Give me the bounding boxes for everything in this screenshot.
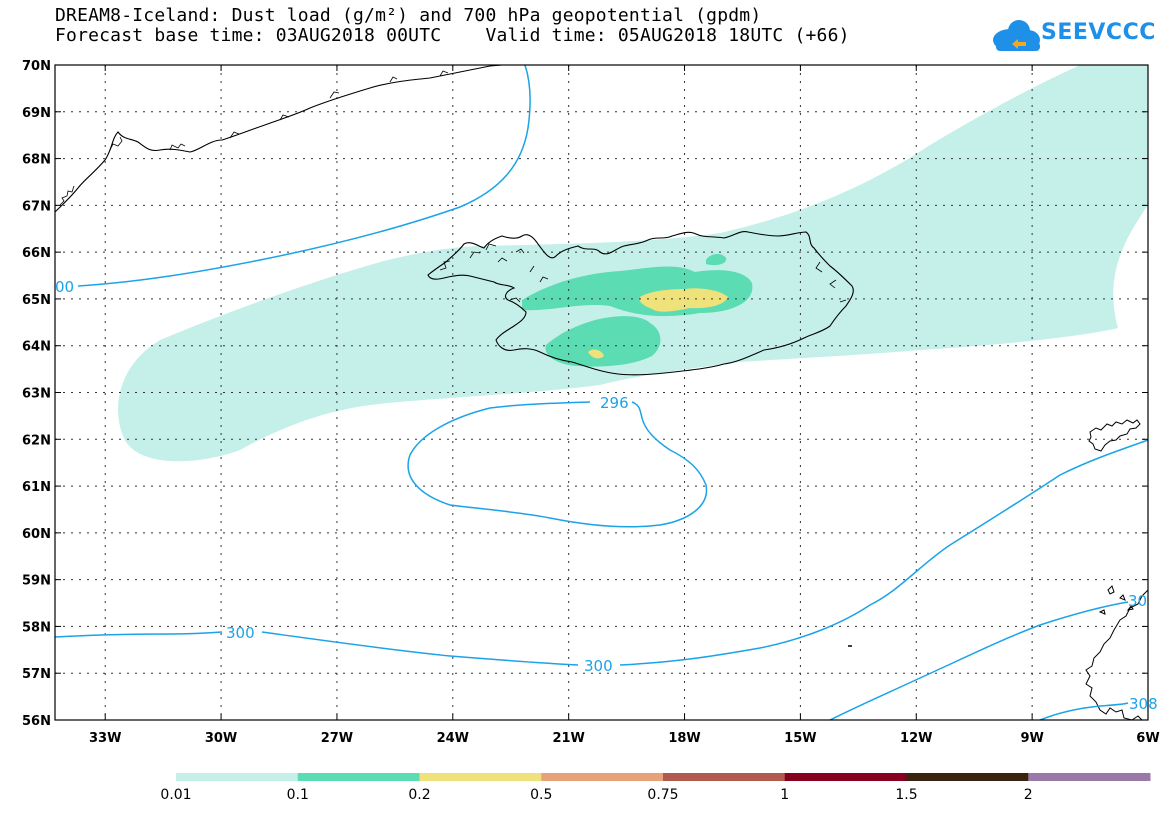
lat-label: 64N bbox=[22, 340, 51, 355]
lat-label: 66N bbox=[22, 246, 51, 261]
contour-label: 300 bbox=[226, 624, 255, 642]
lat-label: 59N bbox=[22, 574, 51, 589]
lon-label: 9W bbox=[1020, 731, 1043, 746]
contour-300-south-mid bbox=[261, 631, 579, 666]
colorbar-label: 1 bbox=[780, 787, 789, 803]
shetland-islands bbox=[1098, 585, 1134, 615]
colorbar-swatch bbox=[784, 773, 907, 781]
colorbar-label: 0.75 bbox=[647, 787, 678, 803]
lon-label: 30W bbox=[205, 731, 237, 746]
colorbar: 0.01 0.1 0.2 0.5 0.75 1 1.5 2 bbox=[160, 773, 1151, 803]
greenland-coast bbox=[54, 64, 503, 213]
colorbar-swatch bbox=[297, 773, 420, 781]
geopotential-contours bbox=[54, 64, 1149, 721]
dust-region-0.1-south bbox=[545, 316, 661, 367]
contour-304 bbox=[829, 601, 1129, 721]
dust-region-0.01 bbox=[118, 65, 1149, 462]
lat-label: 65N bbox=[22, 293, 51, 308]
lon-label: 15W bbox=[784, 731, 816, 746]
faroe-islands bbox=[1088, 419, 1141, 452]
colorbar-swatch bbox=[663, 773, 786, 781]
scotland-coast bbox=[1085, 589, 1149, 721]
colorbar-label: 1.5 bbox=[895, 787, 917, 803]
contour-296 bbox=[407, 401, 708, 528]
lon-label: 21W bbox=[552, 731, 584, 746]
colorbar-swatch bbox=[1028, 773, 1151, 781]
colorbar-label: 2 bbox=[1024, 787, 1033, 803]
lat-label: 56N bbox=[22, 714, 51, 729]
colorbar-swatch bbox=[541, 773, 664, 781]
colorbar-label: 0.5 bbox=[530, 787, 552, 803]
lon-label: 6W bbox=[1136, 731, 1159, 746]
lat-label: 60N bbox=[22, 527, 51, 542]
contour-300-west bbox=[77, 64, 531, 287]
contour-300-south-west bbox=[54, 631, 223, 638]
lat-label: 57N bbox=[22, 667, 51, 682]
lon-label: 27W bbox=[321, 731, 353, 746]
latitude-axis: 70N 69N 68N 67N 66N 65N 64N 63N 62N 61N 60N 59N 58N 5… bbox=[22, 59, 1148, 729]
colorbar-swatch bbox=[176, 773, 299, 781]
contour-300-south-east bbox=[619, 439, 1149, 666]
contour-label: 30 bbox=[1128, 592, 1147, 610]
lat-label: 62N bbox=[22, 433, 51, 448]
iceland-coast bbox=[427, 231, 854, 376]
colorbar-label: 0.1 bbox=[287, 787, 309, 803]
dust-region-0.1-east bbox=[706, 254, 727, 266]
lat-label: 58N bbox=[22, 620, 51, 635]
lat-label: 63N bbox=[22, 387, 51, 402]
lat-label: 69N bbox=[22, 106, 51, 121]
lon-label: 18W bbox=[668, 731, 700, 746]
colorbar-swatch bbox=[906, 773, 1029, 781]
map-title: DREAM8-Iceland: Dust load (g/m²) and 700… bbox=[55, 5, 762, 26]
seevccc-logo bbox=[993, 20, 1040, 51]
greenland-coast-detail bbox=[59, 70, 449, 206]
map-subtitle: Forecast base time: 03AUG2018 00UTC Vali… bbox=[55, 25, 850, 46]
lon-label: 24W bbox=[437, 731, 469, 746]
lon-label: 33W bbox=[89, 731, 121, 746]
contour-308 bbox=[1039, 702, 1129, 721]
coastlines bbox=[54, 64, 1149, 721]
lat-label: 61N bbox=[22, 480, 51, 495]
lat-label: 68N bbox=[22, 153, 51, 168]
lon-label: 12W bbox=[900, 731, 932, 746]
contour-label: 296 bbox=[600, 394, 629, 412]
colorbar-swatch bbox=[419, 773, 542, 781]
colorbar-label: 0.2 bbox=[408, 787, 430, 803]
gridlines bbox=[55, 65, 1148, 720]
iceland-coast-detail bbox=[439, 243, 847, 303]
longitude-axis: 33W 30W 27W 24W 21W 18W 15W 12W 9W 6W bbox=[89, 65, 1160, 746]
colorbar-label: 0.01 bbox=[160, 787, 191, 803]
dust-region-0.2-north bbox=[639, 288, 728, 312]
contour-labels: 00 296 300 300 30 308 bbox=[55, 278, 1158, 713]
contour-label: 300 bbox=[584, 657, 613, 675]
contour-label: 00 bbox=[55, 278, 74, 296]
lat-label: 70N bbox=[22, 59, 51, 74]
lat-label: 67N bbox=[22, 199, 51, 214]
logo-text: SEEVCCC bbox=[1041, 20, 1156, 45]
cloud-icon bbox=[993, 20, 1040, 51]
dust-region-0.2-south bbox=[588, 349, 604, 359]
contour-label: 308 bbox=[1129, 695, 1158, 713]
